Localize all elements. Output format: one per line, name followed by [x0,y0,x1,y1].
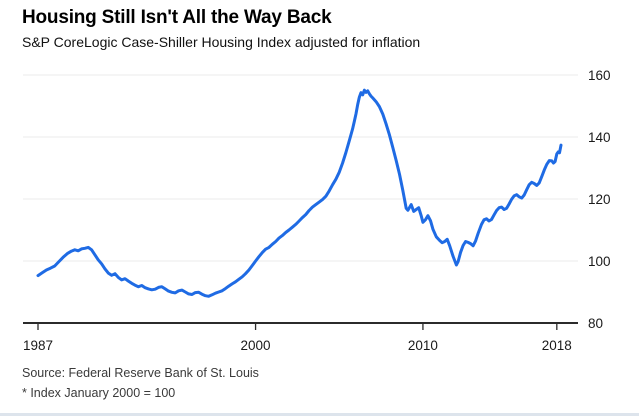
bottom-edge-divider [0,413,639,416]
x-axis-label-1987: 1987 [23,338,53,353]
source-note: Source: Federal Reserve Bank of St. Loui… [22,366,259,380]
y-axis-label-80: 80 [588,316,603,331]
chart-subtitle: S&P CoreLogic Case-Shiller Housing Index… [22,34,421,50]
y-axis-label-160: 160 [588,68,611,83]
y-axis-label-140: 140 [588,130,611,145]
chart-title: Housing Still Isn't All the Way Back [22,7,332,28]
housing-index-line [36,88,563,298]
y-axis-label-100: 100 [588,254,611,269]
y-axis-label-120: 120 [588,192,611,207]
index-footnote: * Index January 2000 = 100 [22,386,176,400]
x-axis-label-2018: 2018 [542,338,572,353]
x-axis-label-2000: 2000 [241,338,271,353]
x-axis-label-2010: 2010 [408,338,438,353]
